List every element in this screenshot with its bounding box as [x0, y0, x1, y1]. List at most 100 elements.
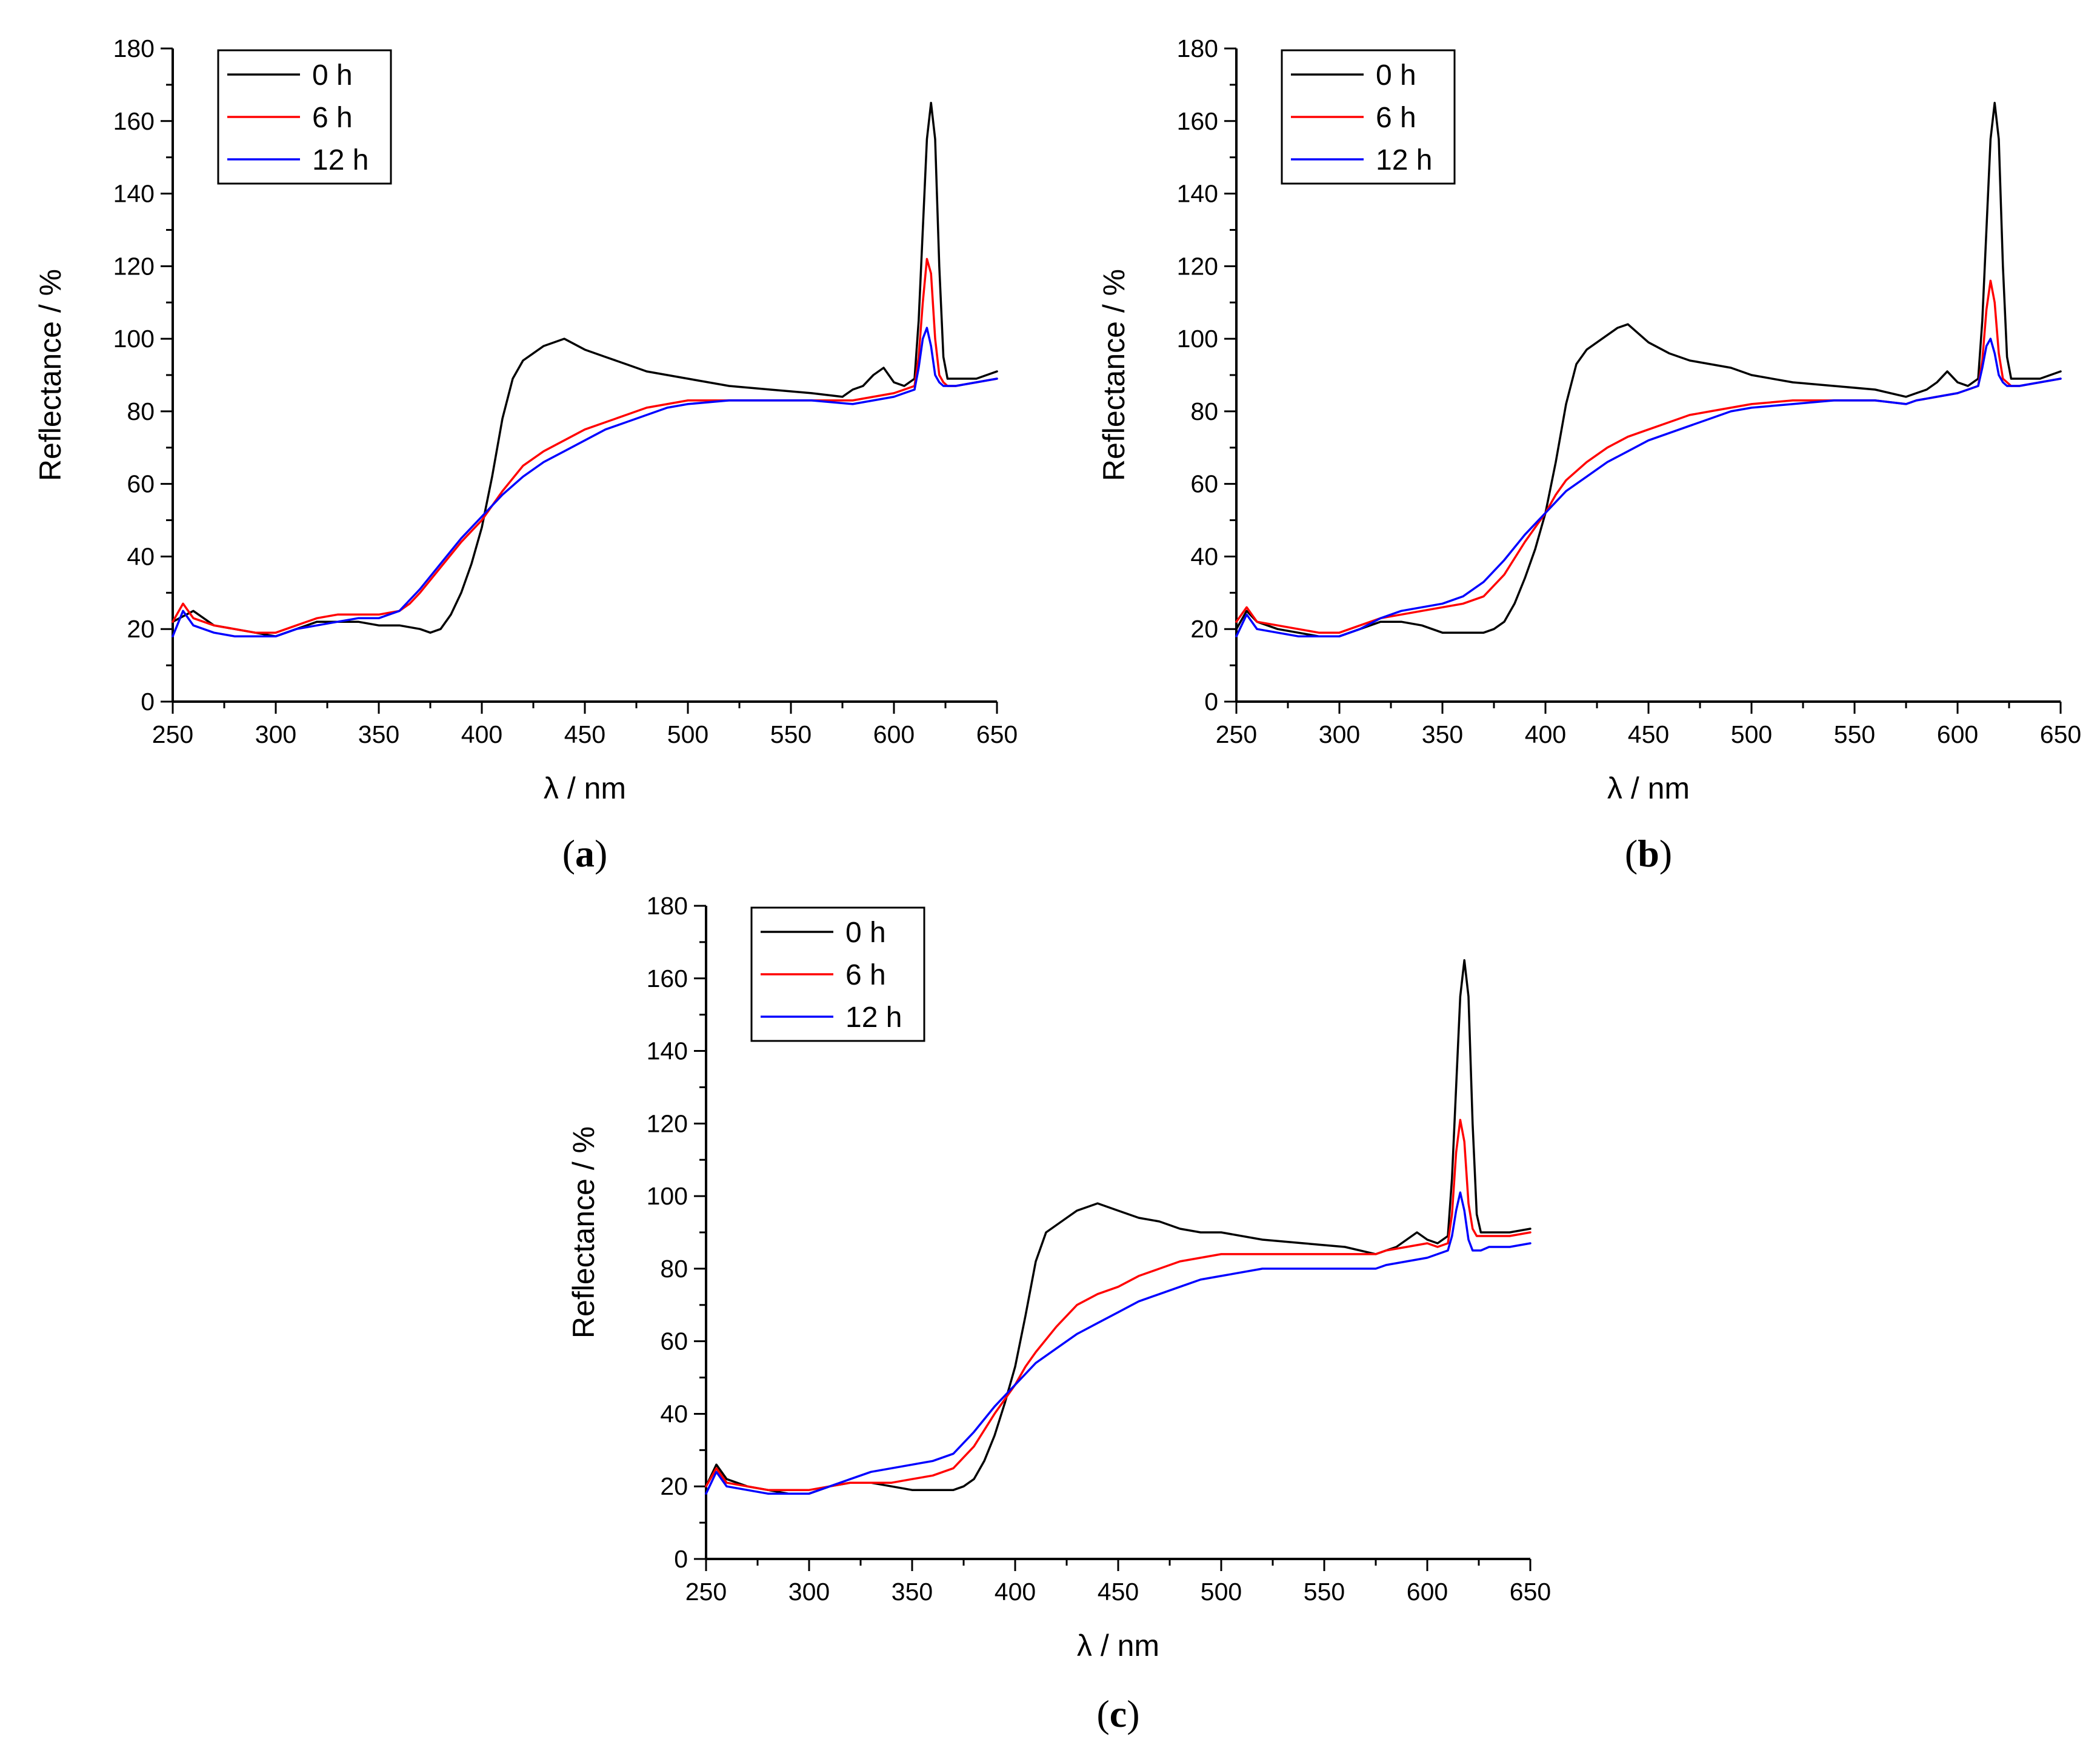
y-tick-label: 100 — [647, 1182, 688, 1210]
y-tick-label: 60 — [660, 1328, 688, 1355]
panel-caption: (a) — [562, 832, 608, 875]
y-tick-label: 140 — [113, 180, 155, 208]
x-tick-label: 300 — [1319, 720, 1360, 748]
x-tick-label: 350 — [892, 1578, 933, 1606]
x-tick-label: 650 — [2040, 720, 2081, 748]
legend-label: 0 h — [1376, 59, 1416, 91]
x-axis-title: λ / nm — [1607, 771, 1690, 805]
y-tick-label: 40 — [1190, 542, 1218, 570]
x-tick-label: 650 — [1510, 1578, 1551, 1606]
y-tick-label: 120 — [113, 252, 155, 280]
y-tick-label: 20 — [1190, 615, 1218, 643]
series-line-0h — [172, 102, 998, 637]
x-tick-label: 550 — [1304, 1578, 1345, 1606]
y-tick-label: 0 — [141, 688, 155, 716]
legend-label: 6 h — [312, 102, 353, 134]
legend-label: 6 h — [1376, 102, 1416, 134]
caption-open: ( — [1096, 1692, 1109, 1735]
y-tick-label: 160 — [647, 965, 688, 992]
chart-panel-c: 250 300 350 400 450 500 550 600 650 0 20 40 60 80 100 1… — [567, 892, 1551, 1735]
plot-area: 250 300 350 400 450 500 550 600 650 0 20 40 60 80 100 1… — [113, 35, 1018, 748]
x-tick-label: 350 — [358, 720, 399, 748]
y-tick-label: 160 — [1177, 107, 1218, 135]
y-tick-label: 0 — [674, 1545, 688, 1573]
y-tick-label: 180 — [113, 35, 155, 62]
legend: 0 h 6 h 12 h — [1281, 49, 1456, 185]
legend-label: 12 h — [845, 1002, 902, 1034]
y-tick-label: 40 — [127, 542, 155, 570]
x-tick-label: 550 — [1834, 720, 1875, 748]
legend-label: 0 h — [312, 59, 353, 91]
y-tick-label: 100 — [113, 325, 155, 353]
series-line-12h — [172, 327, 998, 637]
x-tick-label: 250 — [1216, 720, 1257, 748]
x-tick-label: 600 — [873, 720, 915, 748]
caption-close: ) — [595, 832, 607, 875]
x-tick-label: 400 — [995, 1578, 1036, 1606]
plot-area: 250 300 350 400 450 500 550 600 650 0 20 40 60 80 100 1… — [1177, 35, 2082, 748]
y-axis-title: Reflectance / % — [33, 269, 67, 481]
series-line-6h — [705, 1118, 1532, 1491]
x-tick-label: 350 — [1422, 720, 1463, 748]
y-tick-label: 180 — [1177, 35, 1218, 62]
x-axis-title: λ / nm — [1077, 1629, 1159, 1663]
chart-panel-a: 250 300 350 400 450 500 550 600 650 0 20 40 60 80 100 1… — [33, 35, 1018, 875]
legend-label: 0 h — [845, 917, 886, 949]
y-axis-title: Reflectance / % — [1097, 269, 1131, 481]
legend-label: 6 h — [845, 959, 886, 991]
caption-letter: b — [1638, 832, 1659, 875]
y-tick-label: 160 — [113, 107, 155, 135]
y-tick-label: 20 — [127, 615, 155, 643]
panel-caption: (b) — [1625, 832, 1672, 875]
y-tick-label: 100 — [1177, 325, 1218, 353]
x-tick-label: 500 — [667, 720, 708, 748]
x-tick-label: 650 — [976, 720, 1018, 748]
y-tick-label: 40 — [660, 1400, 688, 1427]
series-line-12h — [1235, 337, 2062, 637]
x-tick-label: 500 — [1731, 720, 1772, 748]
y-axis-title: Reflectance / % — [567, 1126, 601, 1338]
plot-area: 250 300 350 400 450 500 550 600 650 0 20 40 60 80 100 1… — [647, 892, 1552, 1606]
x-tick-label: 600 — [1407, 1578, 1448, 1606]
series-line-0h — [1235, 102, 2062, 637]
caption-open: ( — [1625, 832, 1638, 875]
y-tick-label: 180 — [647, 892, 688, 920]
x-tick-label: 250 — [685, 1578, 727, 1606]
x-tick-label: 250 — [152, 720, 193, 748]
y-tick-label: 120 — [647, 1109, 688, 1137]
y-tick-label: 140 — [647, 1037, 688, 1065]
y-tick-label: 80 — [127, 397, 155, 425]
y-tick-label: 60 — [127, 470, 155, 498]
caption-letter: a — [575, 832, 595, 875]
caption-close: ) — [1659, 832, 1672, 875]
y-tick-label: 60 — [1190, 470, 1218, 498]
x-tick-label: 300 — [255, 720, 296, 748]
y-tick-label: 120 — [1177, 252, 1218, 280]
x-tick-label: 400 — [461, 720, 502, 748]
caption-open: ( — [562, 832, 575, 875]
x-axis-title: λ / nm — [544, 771, 626, 805]
x-tick-label: 500 — [1201, 1578, 1242, 1606]
y-tick-label: 0 — [1204, 688, 1218, 716]
x-tick-label: 600 — [1937, 720, 1978, 748]
caption-close: ) — [1127, 1692, 1139, 1735]
panel-caption: (c) — [1096, 1692, 1139, 1735]
y-tick-label: 80 — [660, 1255, 688, 1283]
y-tick-label: 80 — [1190, 397, 1218, 425]
x-tick-label: 450 — [1628, 720, 1669, 748]
legend-label: 12 h — [1376, 144, 1432, 176]
caption-letter: c — [1110, 1692, 1127, 1735]
x-tick-label: 400 — [1525, 720, 1566, 748]
x-tick-label: 300 — [788, 1578, 830, 1606]
x-tick-label: 450 — [1098, 1578, 1139, 1606]
x-tick-label: 450 — [564, 720, 605, 748]
legend-label: 12 h — [312, 144, 368, 176]
series-line-6h — [172, 258, 998, 634]
x-tick-label: 550 — [770, 720, 812, 748]
legend: 0 h 6 h 12 h — [217, 49, 392, 185]
legend: 0 h 6 h 12 h — [750, 906, 925, 1042]
chart-panel-b: 250 300 350 400 450 500 550 600 650 0 20 40 60 80 100 1… — [1097, 35, 2081, 875]
series-line-12h — [705, 1191, 1532, 1495]
y-tick-label: 20 — [660, 1472, 688, 1500]
